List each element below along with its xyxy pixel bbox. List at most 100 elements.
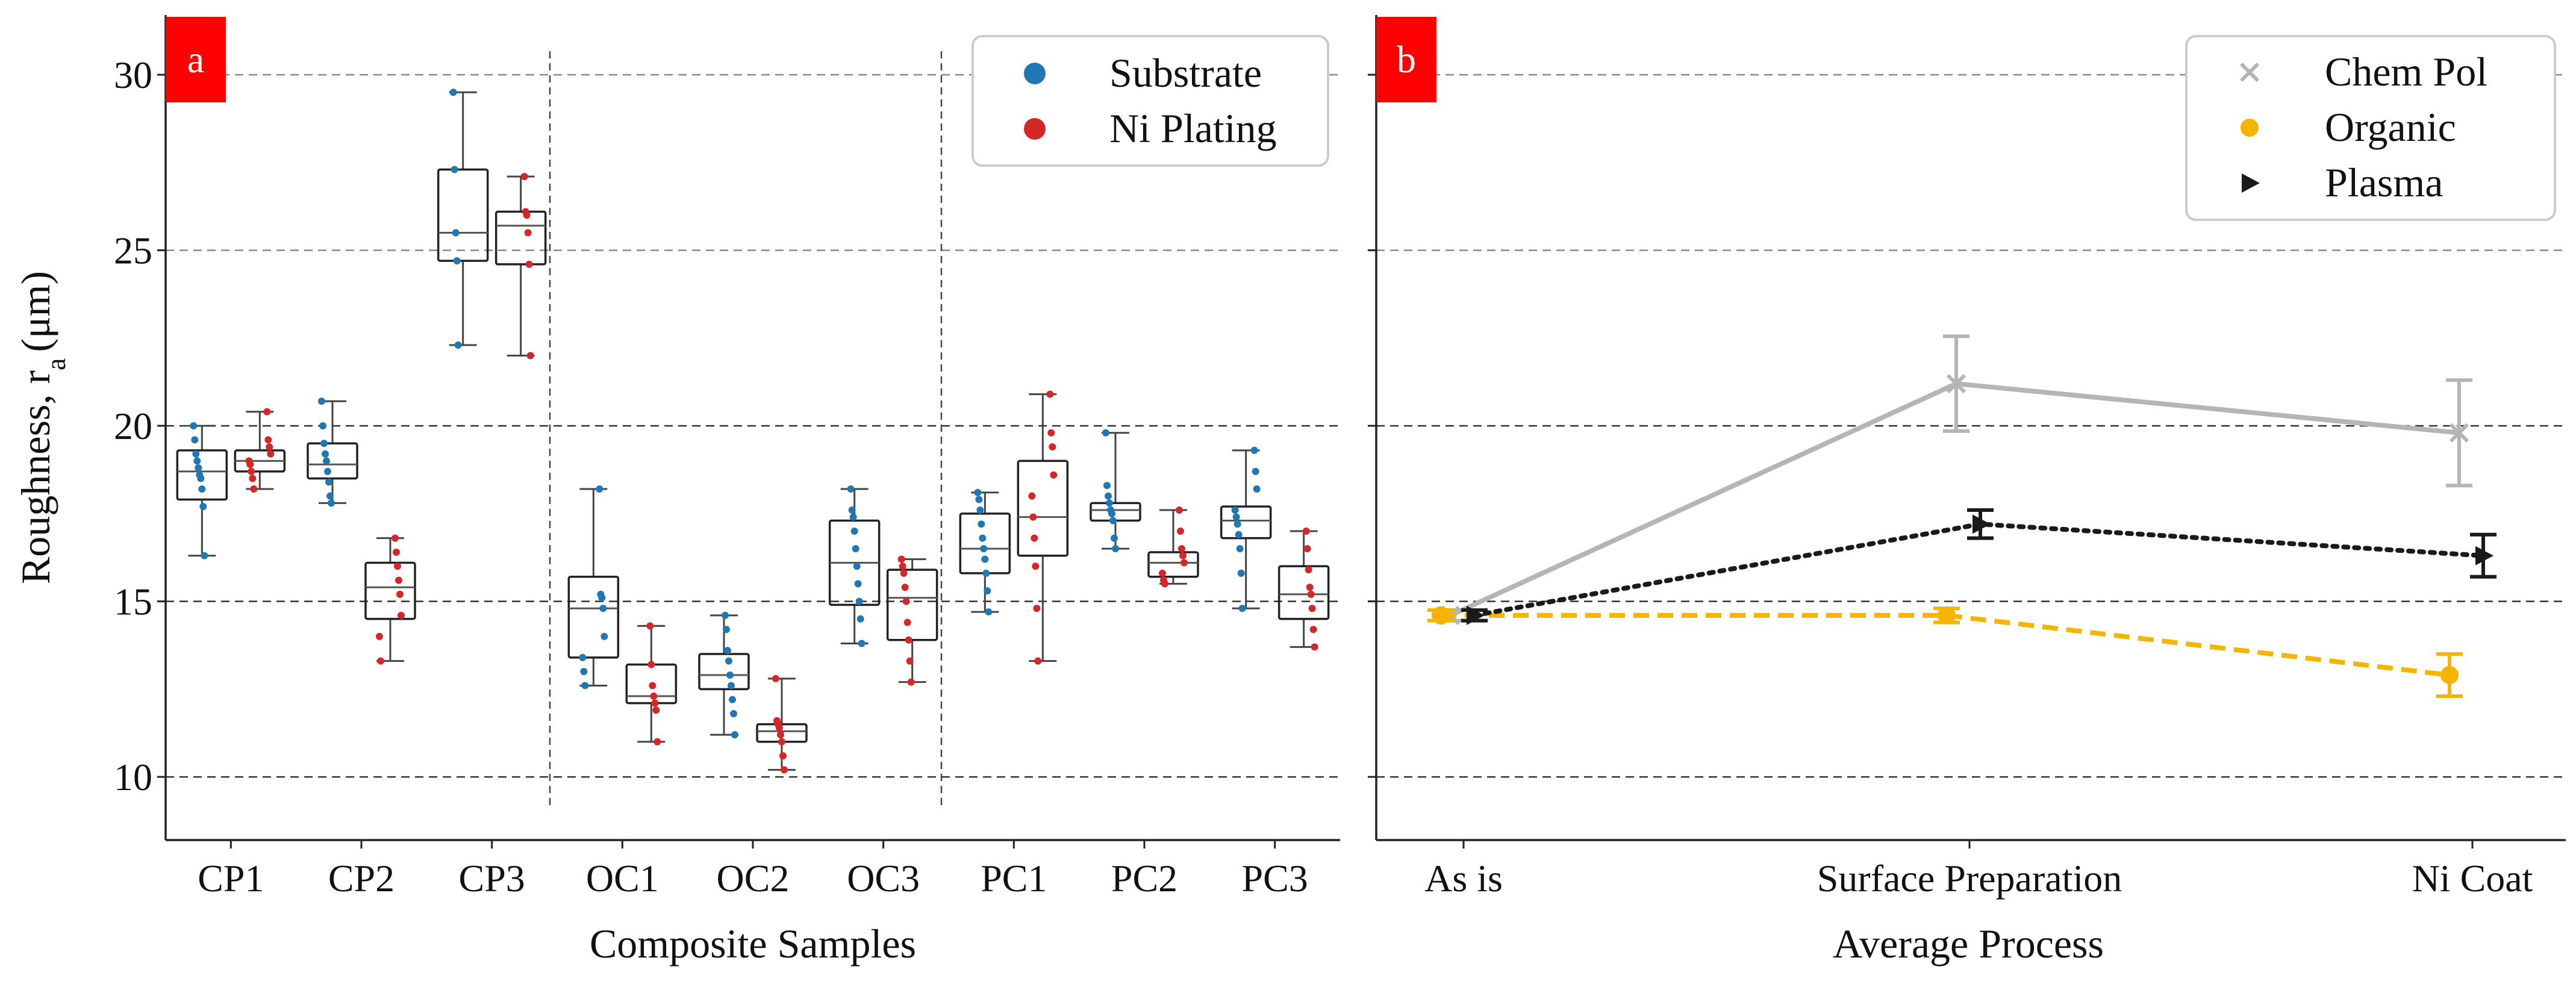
data-point [325, 478, 332, 486]
box-ni-plating-oc1 [625, 622, 678, 746]
panel-a-y-tick-label: 10 [114, 756, 152, 799]
data-point [848, 506, 856, 514]
panel-a-letter: a [187, 38, 204, 81]
data-point [905, 636, 912, 644]
x-tick-label: Ni Coat [2412, 857, 2533, 900]
data-point [853, 562, 861, 570]
data-point [1307, 590, 1315, 598]
x-tick-label: OC2 [717, 857, 790, 900]
data-point [726, 671, 734, 679]
legend-box [2185, 35, 2556, 221]
data-point [647, 661, 655, 668]
panel-a-chart: CP1 CP2 CP3 OC1 OC2 OC3 PC1 PC2 PC3 10 15 20 25 30 Com… [13, 15, 1340, 967]
legend-label: Organic [2325, 104, 2456, 150]
data-point [451, 166, 458, 173]
data-point [852, 545, 859, 553]
data-point [1237, 569, 1245, 577]
data-point [245, 457, 253, 465]
box-ni-plating-pc1 [1017, 390, 1069, 665]
data-point [526, 352, 534, 360]
box-ni-plating-pc3 [1277, 527, 1330, 651]
box-ni-plating-oc2 [756, 674, 808, 774]
data-point [266, 443, 273, 451]
data-point [323, 457, 330, 465]
data-point [1179, 552, 1187, 559]
data-point [599, 605, 607, 612]
data-point [328, 499, 335, 507]
data-point [651, 699, 659, 707]
data-point [525, 260, 533, 268]
data-point-stroke [1946, 374, 1966, 394]
data-point [982, 569, 990, 577]
data-point [453, 257, 461, 265]
data-point [847, 485, 855, 493]
data-point [199, 503, 207, 511]
panel-a-y-tick-label: 15 [114, 581, 152, 623]
data-point [729, 696, 736, 703]
data-point [324, 467, 331, 475]
y-axis-title-subscript: a [40, 358, 71, 370]
data-point [899, 562, 906, 570]
data-point [650, 692, 658, 700]
iqr-box [307, 442, 358, 480]
data-point [725, 657, 732, 665]
iqr-box [494, 210, 547, 266]
data-point [1160, 576, 1167, 584]
iqr-box [437, 168, 489, 262]
series-line [1441, 612, 2450, 677]
data-point [1107, 506, 1114, 514]
data-point [522, 208, 529, 216]
x-tick-label: CP2 [328, 857, 395, 900]
data-point [974, 488, 982, 496]
data-point [396, 590, 404, 598]
data-point [978, 520, 985, 528]
data-point [1303, 545, 1311, 553]
panel-b-chart: As is Surface Preparation Ni Coat Average P… [1368, 15, 2566, 967]
data-point [773, 717, 781, 724]
box-substrate-pc1 [959, 488, 1011, 616]
box-ni-plating-cp3 [494, 173, 547, 360]
data-point [597, 590, 605, 598]
data-point [326, 492, 334, 500]
iqr-box [1277, 565, 1330, 620]
data-point [646, 622, 654, 630]
data-point [580, 668, 588, 676]
data-point [1028, 492, 1036, 500]
legend-box [971, 35, 1329, 167]
data-point [850, 527, 858, 535]
data-point [452, 229, 460, 237]
data-point [979, 534, 987, 542]
panel-a-y-tick-label: 25 [114, 229, 152, 272]
data-point [856, 615, 864, 623]
data-point [248, 467, 255, 475]
data-point [1946, 374, 1966, 394]
iqr-box [176, 449, 228, 501]
data-point [579, 653, 587, 661]
data-point [449, 89, 457, 96]
box-substrate-cp3 [437, 89, 489, 349]
data-point [649, 682, 656, 690]
data-point [1111, 534, 1118, 542]
data-point [1305, 566, 1312, 574]
data-point [377, 657, 384, 665]
data-point [1309, 626, 1317, 634]
data-point [779, 752, 787, 760]
data-point [320, 440, 328, 447]
data-point [1159, 569, 1166, 577]
data-point [2475, 546, 2493, 565]
series-organic [1427, 606, 2463, 698]
data-point [267, 450, 275, 458]
data-point [1109, 517, 1117, 525]
data-point [981, 555, 989, 563]
x-tick-label: CP1 [198, 857, 264, 900]
data-point [855, 597, 863, 605]
data-point [731, 731, 738, 739]
data-point [722, 611, 729, 619]
panel-a-letter-badge [166, 17, 226, 102]
data-point [772, 674, 779, 682]
x-tick-label: OC3 [847, 857, 920, 900]
data-point [1938, 606, 1956, 624]
box-substrate-pc2 [1090, 429, 1141, 553]
data-point [1253, 485, 1261, 493]
